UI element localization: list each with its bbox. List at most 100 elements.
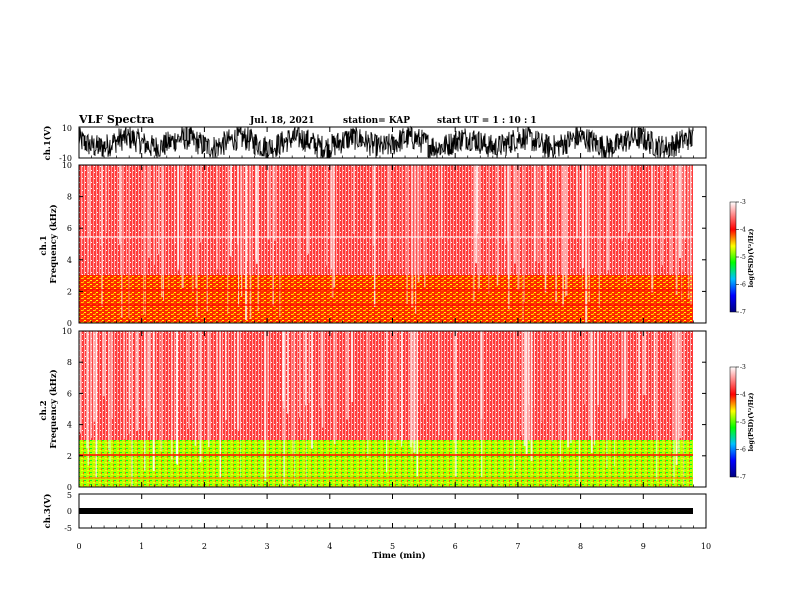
- ch1-spectrogram-stripe: [195, 165, 197, 288]
- ch1-spectrogram-stripe: [245, 165, 248, 320]
- ch1-spectrogram-stripe: [401, 165, 403, 270]
- ch2-spectrogram-stripe: [216, 331, 218, 401]
- ch2-spec-ytick-label: 2: [67, 452, 72, 461]
- ch2-spectrogram-stripe: [416, 331, 418, 477]
- station-label: station= KAP: [343, 116, 410, 126]
- ch2-spectrogram-stripe: [589, 331, 591, 436]
- ch1-spectrogram-stripe: [565, 165, 568, 296]
- ch1-spectrogram-stripe: [168, 165, 170, 289]
- ch2-colorbar-label: log(PSD)(V²/Hz): [747, 393, 755, 452]
- ch1-spectrogram-panel: 0 2 4 6 8 10 ch.1 Frequency (kHz): [39, 161, 707, 328]
- ch2-spectrogram-stripe: [534, 331, 535, 408]
- ch2-spectrogram-stripe: [108, 331, 110, 451]
- ch1-spectrogram-stripe: [255, 165, 258, 264]
- x-tick-label: 5: [390, 542, 395, 551]
- ch2-colorbar: -3 -4 -5 -6 -7 log(PSD)(V²/Hz): [729, 364, 755, 481]
- ch1-spectrogram-stripe: [626, 165, 627, 284]
- ch1-spectrogram-stripe: [621, 165, 623, 242]
- ch2-spectrogram-stripe: [528, 331, 529, 405]
- ch2-colorbar-gradient: [729, 366, 737, 478]
- ch2-spectrogram-stripe: [367, 331, 369, 459]
- ch2-spectrogram-stripe: [413, 331, 416, 453]
- ch2-spec-ytick-label: 6: [67, 389, 72, 398]
- ch1-spectrogram-stripe: [181, 165, 184, 288]
- x-tick-label: 8: [578, 542, 583, 551]
- ch1-waveform-panel: 10 -10 ch.1(V): [42, 124, 707, 163]
- ch1-spectrogram-stripe: [496, 165, 499, 286]
- ch2-spectrogram-stripe: [513, 331, 515, 471]
- ch2-spectrogram-stripe: [642, 331, 645, 396]
- ch2-spectrogram-stripe: [144, 331, 146, 471]
- ch2-spectrogram-stripe: [675, 331, 678, 465]
- ch2-spectrogram-stripe: [86, 331, 88, 449]
- ch1-spectrogram-stripe: [173, 165, 176, 245]
- ch2-spectrogram-stripe: [219, 331, 221, 478]
- ch1-spectrogram-stripe: [675, 165, 678, 295]
- ch2-spec-ytick-label: 0: [67, 483, 72, 492]
- ch2-ylabel-line1: ch.2: [39, 400, 49, 420]
- ch2-spectrogram-stripe: [93, 331, 96, 422]
- ch1-spectrogram-stripe: [544, 165, 546, 233]
- ch1-spectrogram-stripe: [200, 165, 202, 243]
- ch2-spectrogram-stripe: [333, 331, 336, 445]
- ch1-spectrogram-stripe: [272, 165, 274, 307]
- ch1-spectrogram-stripe: [627, 165, 630, 233]
- ch1-spectrogram-stripe: [406, 165, 408, 304]
- ch2-spectrogram-stripe: [305, 331, 307, 483]
- ch1-spectrogram-stripe: [576, 165, 579, 239]
- ch2-colorbar-tick-label: -3: [740, 364, 746, 371]
- ch2-spectrogram-stripe: [95, 331, 98, 455]
- ch2-spectrogram-stripe: [148, 331, 150, 431]
- ch2-spectrogram-stripe: [186, 331, 188, 407]
- ch2-colorbar-tick-label: -7: [740, 474, 746, 481]
- ch1-spectrogram-stripe: [333, 165, 335, 288]
- ch3-ytick-mid: 0: [67, 507, 72, 516]
- ch2-spectrogram-stripe: [653, 331, 656, 420]
- ch1-spectrogram-stripe: [373, 165, 375, 246]
- ch2-spectrogram-stripe: [80, 331, 81, 434]
- ch2-spectrogram-stripe: [683, 331, 685, 485]
- ch1-spec-ytick-label: 4: [67, 256, 72, 265]
- ch1-spectrogram-stripe: [331, 165, 334, 298]
- ch2-spectrogram-stripe: [401, 331, 403, 441]
- ch1-spectrogram-stripe: [373, 165, 376, 307]
- ch1-ylabel-line1: ch.1: [39, 235, 49, 255]
- ch1-spectrogram-stripe: [522, 165, 524, 322]
- ch2-spectrogram-stripe: [570, 331, 572, 443]
- ch2-spectrogram-stripe: [679, 331, 682, 439]
- ch1-spectrogram-stripe: [588, 165, 590, 302]
- ch1-colorbar-tick-label: -4: [740, 227, 746, 234]
- ch1-spectrogram-stripe: [148, 165, 151, 258]
- ch2-spectrogram-lowband: [79, 440, 693, 487]
- ch2-spectrogram-stripe: [171, 331, 173, 460]
- ch2-spectrogram-stripe: [188, 331, 190, 429]
- ch2-spectrogram-stripe: [412, 331, 414, 443]
- ch2-spectrogram-stripe: [481, 331, 483, 477]
- ch2-spectrogram-stripe: [438, 331, 440, 436]
- ch2-spectrogram-stripe: [578, 331, 580, 485]
- ch1-spectrogram-stripe: [476, 165, 478, 234]
- ch2-spectrogram-stripe: [551, 331, 554, 442]
- ch1-spectrogram-stripe: [238, 165, 239, 307]
- ch1-spectrogram-stripe: [241, 165, 243, 297]
- ch1-spectrogram-stripe: [507, 165, 510, 279]
- ch3-waveform-panel: 5 0 -5 ch.3(V): [42, 491, 707, 533]
- ch2-spectrogram-stripe: [308, 331, 310, 403]
- ch1-spectrogram-stripe: [121, 165, 123, 318]
- ch2-spectrogram-stripe: [530, 331, 533, 461]
- ch1-spectrogram-stripe: [472, 165, 475, 301]
- ch2-spectrogram-stripe: [644, 331, 647, 395]
- ch2-spectrogram-stripe: [199, 331, 201, 464]
- ch3-ytick-top: 5: [67, 491, 72, 500]
- ch1-colorbar: -3 -4 -5 -6 -7 log(PSD)(V²/Hz): [729, 199, 755, 316]
- ch1-spectrogram-stripe: [656, 165, 658, 245]
- ch2-spectrogram-stripe: [225, 331, 227, 421]
- ch2-spectrogram-stripe: [347, 331, 349, 420]
- figure-title: VLF Spectra: [78, 113, 154, 126]
- ch2-spec-ytick-label: 4: [67, 421, 72, 430]
- ch2-spectrogram-stripe: [104, 331, 106, 400]
- ch1-spectrogram-stripe: [192, 165, 194, 292]
- ch2-spectrogram-stripe: [673, 331, 675, 484]
- ch1-spectrogram-stripe: [517, 165, 520, 291]
- ch2-spec-ytick-label: 10: [62, 327, 72, 336]
